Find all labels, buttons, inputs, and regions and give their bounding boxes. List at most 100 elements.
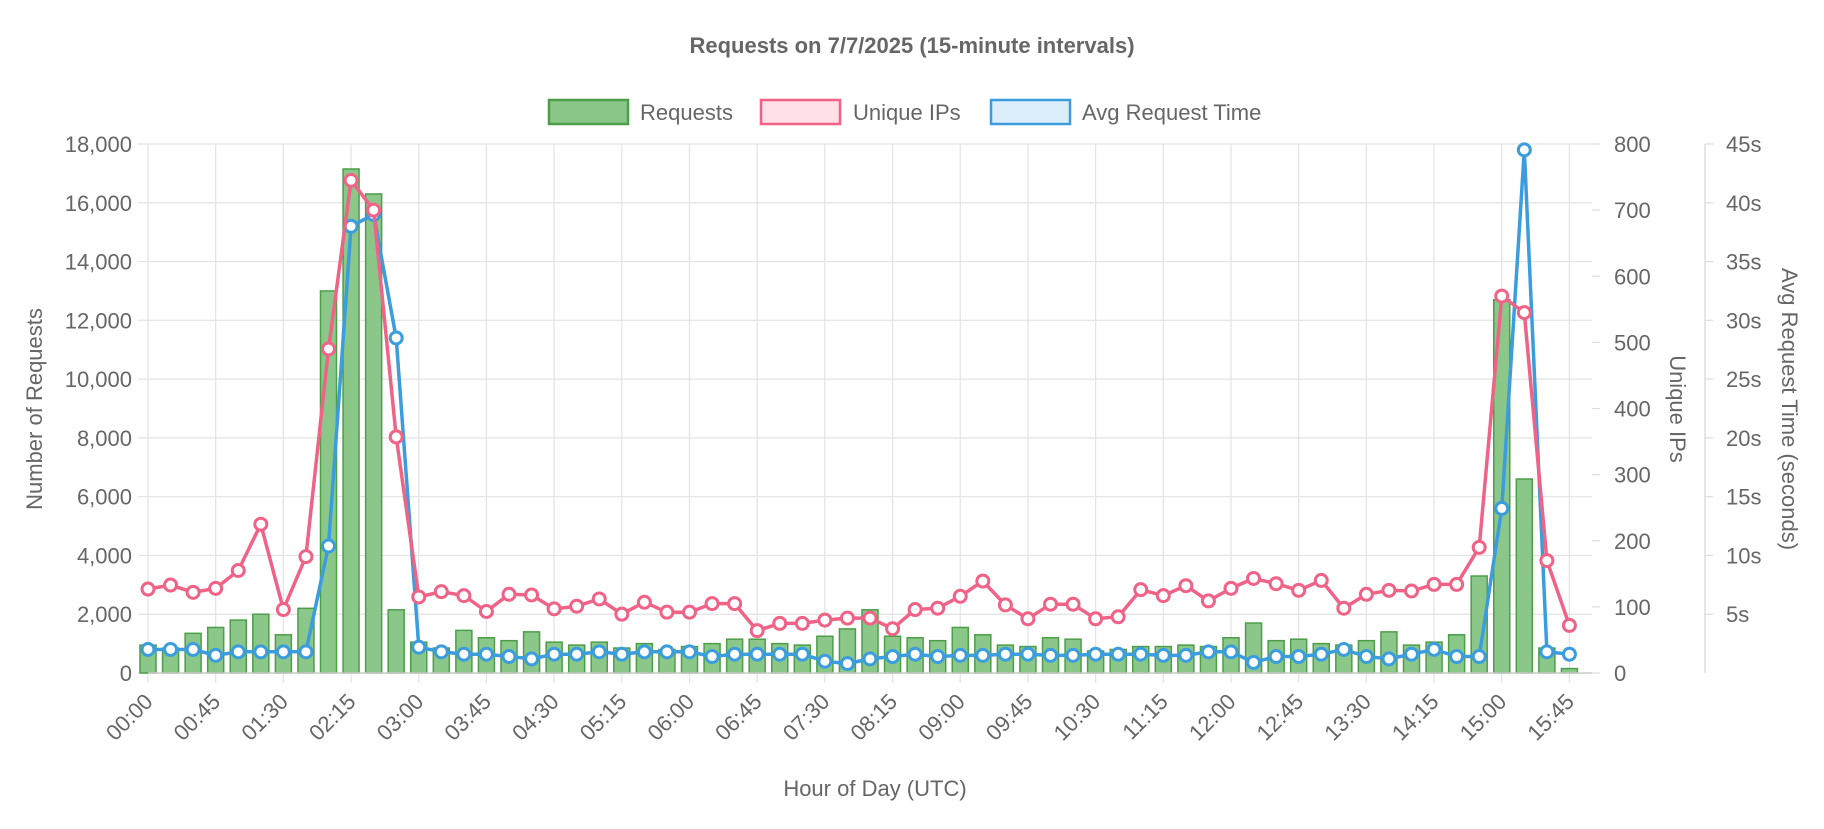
point-avg-request-time bbox=[1020, 646, 1036, 662]
point-avg-request-time bbox=[208, 647, 224, 663]
y-tick-label-left: 8,000 bbox=[77, 426, 132, 451]
point-unique-ips bbox=[682, 604, 697, 620]
legend-item-unique-ips[interactable]: Unique IPs bbox=[759, 98, 961, 126]
y-tick-label-left: 14,000 bbox=[65, 250, 132, 275]
point-unique-ips bbox=[1088, 611, 1104, 627]
point-unique-ips bbox=[727, 596, 743, 612]
point-avg-request-time bbox=[569, 646, 585, 662]
y-tick-label-left: 4,000 bbox=[77, 543, 132, 568]
point-avg-request-time bbox=[478, 646, 494, 662]
x-tick-label: 02:15 bbox=[304, 689, 361, 746]
x-tick-label: 15:45 bbox=[1522, 689, 1579, 746]
point-unique-ips bbox=[1200, 593, 1216, 609]
x-tick-label: 14:15 bbox=[1387, 689, 1444, 746]
x-tick-label: 07:30 bbox=[778, 689, 835, 746]
point-avg-request-time bbox=[727, 646, 743, 662]
point-avg-request-time bbox=[614, 646, 630, 662]
x-tick-label: 11:15 bbox=[1117, 689, 1172, 744]
point-unique-ips bbox=[433, 584, 449, 600]
y-tick-label-right-unique-ips: 400 bbox=[1614, 397, 1651, 422]
point-unique-ips bbox=[1404, 583, 1419, 599]
y-tick-label-right-avg-time: 25s bbox=[1726, 367, 1761, 392]
point-unique-ips bbox=[1336, 600, 1352, 616]
point-avg-request-time bbox=[885, 649, 901, 665]
y-tick-label-right-avg-time: 35s bbox=[1726, 250, 1761, 275]
point-avg-request-time bbox=[1358, 649, 1374, 665]
point-unique-ips bbox=[839, 610, 855, 626]
x-tick-label: 06:00 bbox=[642, 689, 699, 746]
point-avg-request-time bbox=[930, 649, 946, 665]
point-avg-request-time bbox=[1133, 646, 1149, 662]
x-tick-label: 12:00 bbox=[1184, 689, 1241, 746]
point-avg-request-time bbox=[524, 651, 540, 667]
point-avg-request-time bbox=[997, 646, 1013, 662]
point-avg-request-time bbox=[1043, 647, 1058, 663]
point-unique-ips bbox=[930, 600, 946, 616]
point-avg-request-time bbox=[1381, 651, 1397, 667]
x-tick-label: 09:00 bbox=[913, 689, 970, 746]
point-avg-request-time bbox=[1561, 646, 1577, 662]
y-tick-label-right-unique-ips: 300 bbox=[1614, 463, 1651, 488]
point-avg-request-time bbox=[952, 647, 968, 663]
legend: Requests Unique IPs Avg Request Time bbox=[547, 98, 1261, 126]
point-unique-ips bbox=[1020, 611, 1036, 627]
point-unique-ips bbox=[704, 596, 720, 612]
point-avg-request-time bbox=[817, 653, 833, 669]
point-unique-ips bbox=[185, 584, 201, 600]
point-unique-ips bbox=[885, 621, 901, 637]
y-axis-label-left: Number of Requests bbox=[22, 308, 47, 510]
x-tick-label: 03:45 bbox=[439, 689, 496, 746]
y-tick-label-right-unique-ips: 200 bbox=[1614, 529, 1651, 554]
x-tick-label: 13:30 bbox=[1319, 689, 1376, 746]
y-tick-label-right-unique-ips: 100 bbox=[1614, 595, 1651, 620]
point-avg-request-time bbox=[1404, 646, 1419, 662]
point-unique-ips bbox=[275, 602, 291, 618]
chart-title: Requests on 7/7/2025 (15-minute interval… bbox=[689, 33, 1134, 58]
point-unique-ips bbox=[140, 581, 156, 597]
y-axis-label-right-avg-time: Avg Request Time (seconds) bbox=[1777, 268, 1802, 550]
legend-item-requests[interactable]: Requests bbox=[547, 98, 733, 126]
point-avg-request-time bbox=[433, 644, 449, 660]
point-avg-request-time bbox=[140, 641, 156, 657]
point-avg-request-time bbox=[682, 644, 697, 660]
x-tick-label: 06:45 bbox=[710, 689, 767, 746]
point-unique-ips bbox=[388, 429, 404, 445]
point-avg-request-time bbox=[749, 646, 765, 662]
point-unique-ips bbox=[1494, 288, 1510, 304]
point-avg-request-time bbox=[1155, 647, 1171, 663]
point-unique-ips bbox=[1178, 578, 1194, 594]
y-tick-label-right-avg-time: 20s bbox=[1726, 426, 1761, 451]
y-tick-label-left: 2,000 bbox=[77, 602, 132, 627]
y-tick-label-right-avg-time: 40s bbox=[1726, 191, 1761, 216]
point-avg-request-time bbox=[1246, 654, 1262, 670]
point-unique-ips bbox=[1358, 586, 1374, 602]
point-avg-request-time bbox=[185, 641, 201, 657]
point-unique-ips bbox=[1043, 596, 1058, 612]
y-tick-label-left: 10,000 bbox=[65, 367, 132, 392]
point-unique-ips bbox=[343, 172, 359, 188]
point-avg-request-time bbox=[1065, 647, 1081, 663]
x-axis-label: Hour of Day (UTC) bbox=[783, 776, 966, 801]
x-tick-label: 00:45 bbox=[169, 689, 226, 746]
point-unique-ips bbox=[1381, 582, 1397, 598]
y-tick-label-right-avg-time: 15s bbox=[1726, 485, 1761, 510]
point-avg-request-time bbox=[591, 644, 607, 660]
point-avg-request-time bbox=[1291, 649, 1307, 665]
point-avg-request-time bbox=[1178, 647, 1194, 663]
point-unique-ips bbox=[208, 580, 224, 596]
point-avg-request-time bbox=[704, 649, 720, 665]
point-avg-request-time bbox=[907, 646, 923, 662]
line-unique-ips bbox=[147, 178, 1572, 633]
point-unique-ips bbox=[862, 610, 878, 626]
y-tick-label-left: 12,000 bbox=[65, 308, 132, 333]
point-unique-ips bbox=[411, 589, 427, 605]
point-unique-ips bbox=[659, 604, 675, 620]
point-avg-request-time bbox=[1336, 641, 1352, 657]
x-tick-label: 10:30 bbox=[1049, 689, 1106, 746]
point-avg-request-time bbox=[862, 651, 878, 667]
legend-item-avg-request-time[interactable]: Avg Request Time bbox=[989, 98, 1261, 126]
y-tick-label-right-avg-time: 5s bbox=[1726, 602, 1749, 627]
y-tick-label-left: 18,000 bbox=[65, 132, 132, 157]
